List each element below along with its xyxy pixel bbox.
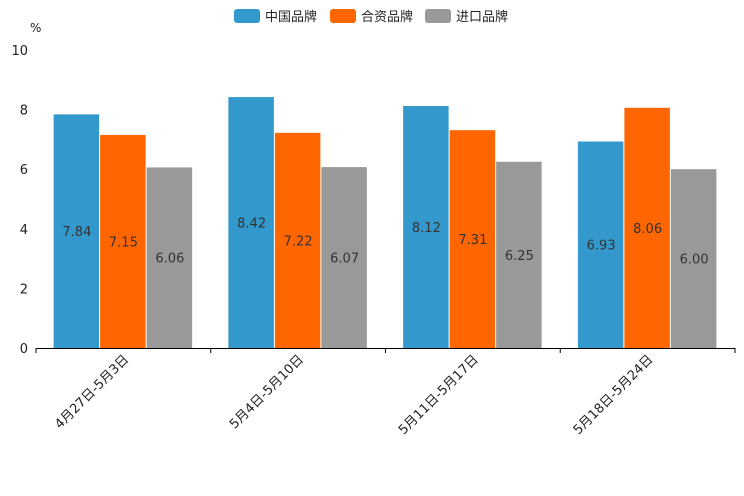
y-tick-label: 8 — [20, 104, 28, 119]
bar-data-label: 6.00 — [680, 253, 709, 268]
bar-data-label: 6.25 — [505, 249, 534, 264]
bar — [624, 107, 670, 348]
bar-data-label: 6.93 — [587, 239, 616, 254]
y-tick-label: 0 — [20, 342, 28, 357]
bar — [100, 134, 146, 348]
legend-entry-label: 进口品牌 — [456, 9, 508, 25]
bar-data-label: 8.12 — [412, 221, 441, 236]
bar — [496, 161, 542, 348]
bar-data-label: 8.42 — [237, 217, 266, 232]
bar-data-label: 7.84 — [62, 225, 91, 240]
bar-data-label: 7.22 — [284, 234, 313, 249]
bar — [53, 114, 100, 348]
bar — [670, 169, 717, 348]
legend-swatch — [425, 9, 451, 23]
legend-entry-label: 合资品牌 — [361, 9, 413, 25]
bar — [146, 167, 193, 348]
legend-swatch — [234, 9, 260, 23]
y-tick-label: 6 — [20, 163, 28, 178]
bar-data-label: 6.06 — [155, 252, 184, 267]
x-category-label: 5月18日-5月24日 — [571, 352, 657, 438]
x-category-label: 4月27日-5月3日 — [52, 352, 132, 432]
legend-entry-label: 中国品牌 — [265, 9, 317, 25]
bar-data-label: 7.15 — [109, 235, 138, 250]
bar — [228, 97, 274, 348]
bar — [577, 141, 624, 348]
bar-data-label: 7.31 — [458, 233, 487, 248]
y-tick-label: 10 — [11, 44, 28, 59]
legend-swatch — [330, 9, 356, 23]
bar-data-label: 6.07 — [330, 252, 359, 267]
x-category-label: 5月4日-5月10日 — [227, 352, 307, 432]
y-tick-label: 2 — [20, 282, 28, 297]
bar — [449, 130, 496, 348]
x-category-label: 5月11日-5月17日 — [396, 352, 482, 438]
bar-data-label: 8.06 — [633, 222, 662, 237]
y-tick-label: 4 — [20, 223, 28, 238]
bar — [403, 106, 449, 348]
bar — [274, 132, 321, 348]
y-axis-unit-label: % — [30, 21, 41, 35]
bar — [321, 167, 367, 348]
